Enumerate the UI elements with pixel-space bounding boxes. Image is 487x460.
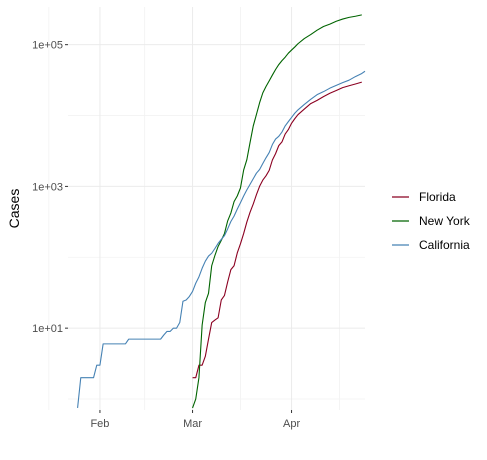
legend-label: New York: [419, 214, 471, 228]
legend-label: Florida: [419, 190, 456, 204]
legend: Florida New York California: [392, 190, 471, 252]
series-lines: [78, 15, 365, 408]
y-axis-title: Cases: [6, 189, 22, 229]
x-tick-label: Mar: [183, 418, 202, 430]
axes: Cases Feb Mar Apr 1e+01 1e+03 1e+05: [6, 40, 300, 430]
y-tick-label: 1e+01: [32, 323, 63, 335]
y-tick-label: 1e+05: [32, 40, 63, 52]
series-line-california: [78, 71, 365, 408]
y-tick-label: 1e+03: [32, 181, 63, 193]
legend-label: California: [419, 238, 470, 252]
x-tick-label: Feb: [90, 418, 109, 430]
series-line-florida: [193, 82, 362, 378]
series-line-new-york: [193, 15, 362, 408]
x-tick-label: Apr: [283, 418, 300, 430]
